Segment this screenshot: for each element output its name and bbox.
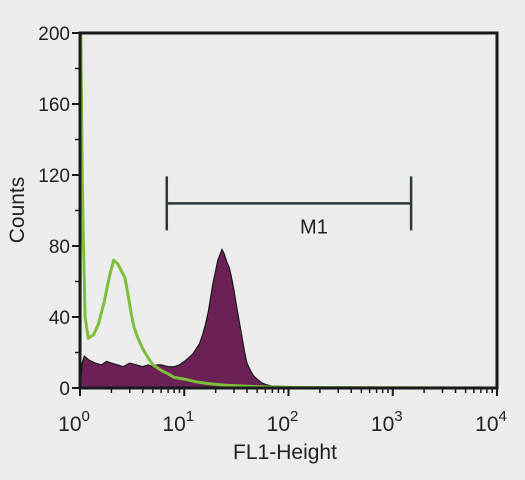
x-tick-label: 104 bbox=[475, 408, 507, 436]
y-tick-label: 80 bbox=[49, 237, 70, 258]
x-tick-label: 101 bbox=[162, 408, 194, 436]
m1-marker: M1 bbox=[165, 176, 413, 238]
series-filled-histogram bbox=[79, 248, 498, 389]
x-tick-label: 103 bbox=[371, 408, 403, 436]
y-tick-label: 0 bbox=[59, 379, 70, 400]
y-tick-label: 160 bbox=[38, 95, 70, 116]
plot-frame bbox=[78, 31, 499, 390]
y-tick-label: 40 bbox=[49, 308, 70, 329]
series-outline-histogram bbox=[78, 31, 498, 390]
x-tick-label: 102 bbox=[267, 408, 299, 436]
x-axis-label: FL1-Height bbox=[233, 441, 337, 464]
tick-layer: 0 40 80 120 160 200 100 101 102 103 104 bbox=[38, 24, 507, 436]
x-tick-label: 100 bbox=[58, 408, 90, 436]
y-tick-label: 200 bbox=[38, 24, 70, 45]
series-layer bbox=[78, 31, 498, 390]
y-axis-label: Counts bbox=[6, 177, 29, 244]
marker-label: M1 bbox=[300, 216, 328, 238]
y-tick-label: 120 bbox=[38, 166, 70, 187]
